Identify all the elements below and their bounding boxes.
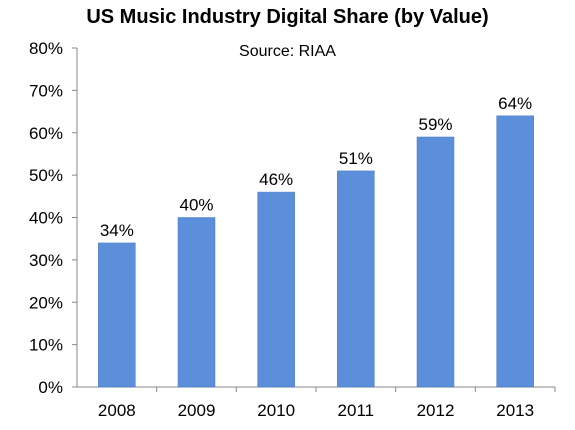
data-label-2010: 46% <box>259 170 293 189</box>
data-label-2012: 59% <box>418 115 452 134</box>
bar-2008 <box>98 242 136 388</box>
x-tick-label-2013: 2013 <box>496 401 534 420</box>
data-label-2013: 64% <box>498 94 532 113</box>
bar-2013 <box>496 115 534 388</box>
y-tick-label: 40% <box>29 209 63 228</box>
data-label-2011: 51% <box>339 149 373 168</box>
x-tick-label-2009: 2009 <box>178 401 216 420</box>
bar-2011 <box>337 170 375 388</box>
x-tick-label-2010: 2010 <box>257 401 295 420</box>
bar-2012 <box>416 136 455 388</box>
chart-subtitle: Source: RIAA <box>239 43 336 60</box>
y-tick-label: 60% <box>29 124 63 143</box>
bar-2009 <box>177 217 216 388</box>
data-label-2008: 34% <box>100 221 134 240</box>
x-tick-label-2011: 2011 <box>338 401 375 420</box>
x-tick-label-2012: 2012 <box>417 401 455 420</box>
y-tick-label: 0% <box>38 378 63 397</box>
chart-title: US Music Industry Digital Share (by Valu… <box>86 6 489 28</box>
bar-2010 <box>257 191 295 388</box>
y-tick-label: 10% <box>29 336 63 355</box>
data-label-2009: 40% <box>179 196 213 215</box>
y-tick-label: 20% <box>29 293 63 312</box>
y-tick-label: 70% <box>29 81 63 100</box>
y-tick-label: 80% <box>29 39 63 58</box>
x-tick-label-2008: 2008 <box>98 401 136 420</box>
y-tick-label: 50% <box>29 166 63 185</box>
y-tick-label: 30% <box>29 251 63 270</box>
